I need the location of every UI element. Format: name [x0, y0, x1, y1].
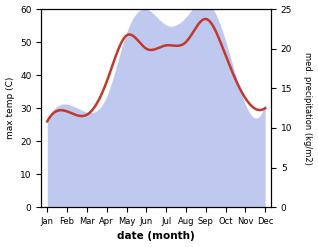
X-axis label: date (month): date (month)	[117, 231, 195, 242]
Y-axis label: med. precipitation (kg/m2): med. precipitation (kg/m2)	[303, 52, 313, 165]
Y-axis label: max temp (C): max temp (C)	[5, 77, 15, 139]
